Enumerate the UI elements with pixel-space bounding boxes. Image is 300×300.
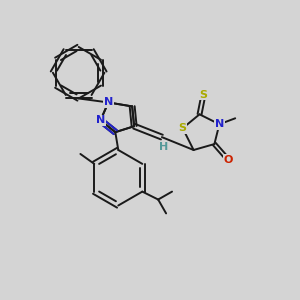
Text: O: O [224,155,233,165]
Text: N: N [215,119,224,129]
Text: S: S [179,123,187,133]
Text: N: N [104,98,113,107]
Text: H: H [159,142,169,152]
Text: S: S [200,89,208,100]
Text: N: N [96,115,105,125]
